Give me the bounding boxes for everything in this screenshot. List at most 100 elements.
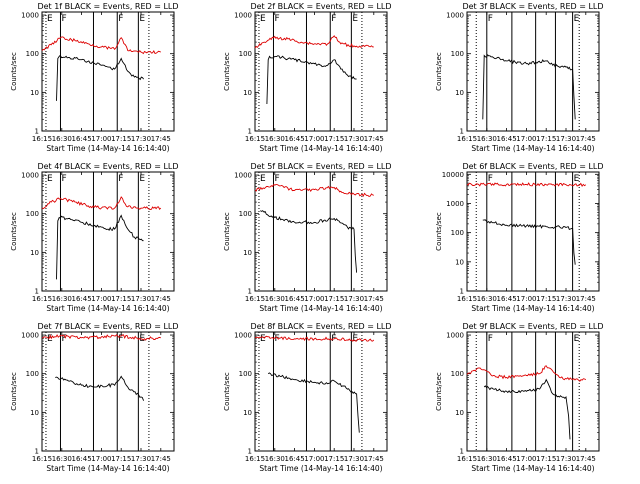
x-tick-label: 17:45	[364, 455, 384, 463]
y-tick-label: 100	[451, 50, 464, 58]
event-marker-label: E	[574, 174, 580, 184]
x-tick-label: 17:15	[111, 455, 131, 463]
y-tick-label: 100	[26, 50, 39, 58]
x-tick-label: 17:45	[151, 135, 171, 143]
event-marker-label: F	[118, 14, 123, 24]
series-line-events	[267, 372, 360, 433]
event-marker-label: F	[274, 14, 279, 24]
x-tick-label: 17:15	[111, 135, 131, 143]
x-tick-label: 17:45	[364, 295, 384, 303]
y-tick-label: 1	[460, 448, 464, 456]
x-tick-label: 16:30	[52, 135, 72, 143]
y-tick-label: 100	[239, 370, 252, 378]
event-marker-label: F	[118, 174, 123, 184]
series-line-events	[482, 54, 576, 120]
chart-title: Det 9f BLACK = Events, RED = LLD	[462, 322, 603, 331]
x-tick-label: 17:45	[576, 135, 596, 143]
event-marker-label: F	[61, 14, 66, 24]
chart-title: Det 4f BLACK = Events, RED = LLD	[37, 162, 178, 171]
x-tick-label: 17:30	[131, 455, 151, 463]
x-tick-label: 17:00	[516, 135, 536, 143]
y-axis-label: Counts/sec	[10, 372, 18, 411]
x-axis-label: Start Time (14-May-14 16:14:40)	[259, 144, 382, 153]
x-tick-label: 17:30	[556, 455, 576, 463]
x-tick-label: 17:45	[151, 295, 171, 303]
x-tick-label: 16:30	[477, 455, 497, 463]
x-tick-label: 16:15	[245, 295, 265, 303]
y-tick-label: 10	[455, 258, 464, 266]
event-marker-label: E	[260, 174, 266, 184]
plot-frame	[466, 171, 600, 292]
event-marker-label: F	[61, 334, 66, 344]
event-marker-label: F	[331, 174, 336, 184]
plot-frame	[254, 331, 388, 452]
x-tick-label: 16:45	[497, 135, 517, 143]
event-marker-label: F	[61, 174, 66, 184]
event-marker-label: F	[488, 334, 493, 344]
y-axis-label: Counts/sec	[223, 52, 231, 91]
x-tick-label: 16:45	[497, 295, 517, 303]
event-marker-label: E	[574, 14, 580, 24]
y-axis-label: Counts/sec	[223, 212, 231, 251]
x-axis-label: Start Time (14-May-14 16:14:40)	[46, 464, 169, 473]
x-tick-label: 16:15	[32, 135, 52, 143]
plot-frame	[41, 11, 175, 132]
plot-frame	[466, 11, 600, 132]
x-tick-label: 16:30	[52, 295, 72, 303]
x-tick-label: 16:45	[72, 295, 92, 303]
series-line-events	[483, 378, 571, 440]
event-marker-label: E	[352, 14, 358, 24]
plot-frame	[466, 331, 600, 452]
x-tick-label: 17:00	[516, 295, 536, 303]
y-tick-label: 10	[455, 409, 464, 417]
x-tick-label: 17:45	[576, 455, 596, 463]
x-tick-label: 17:30	[556, 135, 576, 143]
y-tick-label: 10	[243, 89, 252, 97]
y-tick-label: 1000	[446, 332, 464, 340]
y-tick-label: 1	[248, 128, 252, 136]
x-tick-label: 16:30	[52, 455, 72, 463]
x-tick-label: 17:45	[364, 135, 384, 143]
x-tick-label: 17:30	[344, 295, 364, 303]
panel-8: Det 8f BLACK = Events, RED = LLD Counts/s…	[223, 322, 392, 473]
x-tick-label: 17:30	[131, 295, 151, 303]
x-tick-label: 16:15	[245, 455, 265, 463]
y-tick-label: 10000	[442, 171, 464, 179]
x-tick-label: 17:30	[131, 135, 151, 143]
series-line-lld	[466, 365, 587, 382]
x-tick-label: 16:15	[32, 295, 52, 303]
event-marker-label: F	[488, 174, 493, 184]
x-tick-label: 16:30	[265, 135, 285, 143]
x-axis-label: Start Time (14-May-14 16:14:40)	[471, 464, 594, 473]
plot-frame	[41, 331, 175, 452]
y-tick-label: 10	[30, 409, 39, 417]
y-tick-label: 100	[239, 210, 252, 218]
event-marker-label: E	[47, 334, 53, 344]
chart-title: Det 3f BLACK = Events, RED = LLD	[462, 2, 603, 11]
x-tick-label: 16:15	[457, 455, 477, 463]
event-marker-label: E	[47, 174, 53, 184]
y-tick-label: 100	[451, 370, 464, 378]
plot-frame	[41, 171, 175, 292]
y-tick-label: 100	[239, 50, 252, 58]
x-tick-label: 17:45	[151, 455, 171, 463]
x-tick-label: 17:00	[304, 295, 324, 303]
x-axis-label: Start Time (14-May-14 16:14:40)	[46, 144, 169, 153]
series-line-events	[266, 55, 357, 105]
event-marker-label: F	[274, 334, 279, 344]
x-tick-label: 17:30	[344, 135, 364, 143]
y-tick-label: 1	[35, 128, 39, 136]
y-tick-label: 1	[460, 288, 464, 296]
y-tick-label: 1000	[446, 12, 464, 20]
x-tick-label: 17:15	[536, 295, 556, 303]
series-line-lld	[254, 184, 374, 198]
event-marker-label: E	[139, 14, 145, 24]
y-tick-label: 10	[243, 409, 252, 417]
x-tick-label: 16:15	[245, 135, 265, 143]
panel-9: Det 9f BLACK = Events, RED = LLD Counts/s…	[435, 322, 604, 473]
event-marker-label: F	[331, 14, 336, 24]
event-marker-label: E	[47, 14, 53, 24]
event-marker-label: E	[139, 174, 145, 184]
series-line-lld	[254, 35, 374, 49]
event-marker-label: E	[352, 334, 358, 344]
